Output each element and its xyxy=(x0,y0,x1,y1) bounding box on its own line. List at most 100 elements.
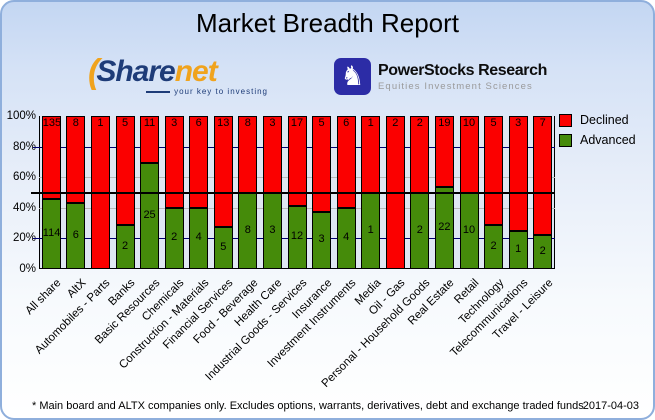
bar-value-declined: 6 xyxy=(343,117,350,129)
bar-Financial Services: 13 5 xyxy=(213,116,233,269)
bar-segment-advanced: 4 xyxy=(336,207,356,269)
bar-segment-advanced: 2 xyxy=(533,235,553,269)
bar-value-advanced: 4 xyxy=(343,231,350,244)
footer-note: * Main board and ALTX companies only. Ex… xyxy=(32,400,584,412)
bar-value-declined: 8 xyxy=(244,117,251,129)
bar-value-advanced: 2 xyxy=(121,240,129,253)
bar-Basic Resources: 11 25 xyxy=(140,116,160,269)
bar-value-declined: 7 xyxy=(539,117,546,129)
bar-value-advanced: 2 xyxy=(539,244,546,257)
bar-value-declined: 17 xyxy=(290,117,304,129)
bar-segment-declined: 5 xyxy=(115,116,135,226)
bar-Industrial Goods - Services: 17 12 xyxy=(287,116,307,269)
bar-segment-advanced: 10 xyxy=(459,192,479,269)
bar-value-declined: 5 xyxy=(318,117,325,129)
bar-All share: 135 114 xyxy=(41,116,62,269)
bar-segment-advanced: 22 xyxy=(434,186,454,269)
bar-segment-declined: 6 xyxy=(336,116,356,208)
bar-segment-declined: 8 xyxy=(66,116,86,204)
tagline-rule xyxy=(146,90,171,93)
bar-value-declined: 3 xyxy=(515,117,522,129)
legend-item-declined: Declined xyxy=(559,113,636,127)
y-axis-label: 40% xyxy=(12,201,36,214)
bar-segment-advanced: 2 xyxy=(410,192,430,269)
bar-value-declined: 1 xyxy=(367,117,374,129)
bar-segment-declined: 6 xyxy=(189,116,209,208)
legend-swatch-advanced xyxy=(559,133,572,147)
bar-value-advanced: 5 xyxy=(220,240,227,253)
bar-value-declined: 5 xyxy=(490,117,497,129)
bar-Construction - Materials: 64 xyxy=(189,116,209,269)
bar-value-declined: 13 xyxy=(217,117,230,129)
bar-segment-advanced: 2 xyxy=(164,207,184,269)
bar-value-advanced: 3 xyxy=(318,233,325,246)
bar-segment-declined: 19 xyxy=(434,116,454,187)
bar-segment-declined: 3 xyxy=(508,116,528,231)
bar-segment-declined: 1 xyxy=(361,116,381,193)
powerstocks-name: PowerStocks Research xyxy=(378,61,547,79)
bar-value-declined: 1 xyxy=(97,117,104,129)
bar-segment-declined: 7 xyxy=(533,116,553,235)
bar-segment-declined: 8 xyxy=(238,116,258,193)
powerstocks-tagline: Equities Investment Sciences xyxy=(378,80,533,92)
chess-knight-icon: ♞ xyxy=(340,61,365,91)
bar-segment-advanced: 1 xyxy=(508,230,528,269)
bar-value-advanced: 2 xyxy=(490,240,497,253)
bar-segment-advanced: 2 xyxy=(484,225,504,269)
bar-value-declined: 8 xyxy=(72,117,79,129)
bar-segment-declined: 13 xyxy=(213,116,233,227)
sharenet-swoosh-icon: ( xyxy=(88,53,99,91)
powerstocks-text: PowerStocks Research Equities Investment… xyxy=(378,62,547,92)
y-axis-label: 100% xyxy=(6,110,36,122)
bar-value-advanced: 2 xyxy=(416,223,423,236)
bar-Food - Beverage: 88 xyxy=(238,116,258,269)
bar-Health Care: 33 xyxy=(262,116,282,269)
bar-value-declined: 19 xyxy=(438,117,451,129)
bar-segment-advanced: 12 xyxy=(287,205,307,269)
bar-segment-advanced: 3 xyxy=(312,211,332,269)
y-axis-label: 0% xyxy=(19,263,36,275)
bar-value-advanced: 25 xyxy=(143,208,156,221)
y-axis-label: 20% xyxy=(12,232,36,245)
bar-value-advanced: 1 xyxy=(515,242,522,255)
bar-value-advanced: 6 xyxy=(72,229,79,242)
sharenet-wordmark: (Sharenet xyxy=(88,53,218,91)
bar-segment-declined: 17 xyxy=(287,116,307,206)
bar-segment-advanced: 4 xyxy=(189,207,209,269)
bar-segment-declined: 135 xyxy=(41,116,62,199)
bar-value-advanced: 4 xyxy=(195,231,202,244)
bar-value-advanced: 10 xyxy=(462,223,476,236)
sharenet-tagline: your key to investing xyxy=(146,87,268,96)
bar-segment-advanced: 6 xyxy=(66,203,86,269)
bar-segment-advanced: 25 xyxy=(140,162,160,269)
bar-Real Estate: 19 22 xyxy=(434,116,454,269)
bar-segment-declined: 5 xyxy=(312,116,332,212)
bar-value-declined: 11 xyxy=(143,117,156,129)
bar-segment-declined: 10 xyxy=(459,116,479,193)
bar-segment-advanced: 5 xyxy=(213,226,233,269)
bar-value-advanced: 8 xyxy=(244,223,251,236)
bar-segment-advanced: 8 xyxy=(238,192,258,269)
bar-segment-declined: 5 xyxy=(484,116,504,226)
legend-item-advanced: Advanced xyxy=(559,133,636,147)
y-axis-label: 60% xyxy=(12,171,36,184)
reference-line-50pct xyxy=(31,191,555,194)
bar-value-advanced: 2 xyxy=(171,231,178,244)
bar-value-declined: 10 xyxy=(462,117,476,129)
bar-value-declined: 135 xyxy=(42,117,62,129)
bar-value-declined: 3 xyxy=(269,117,276,129)
bar-segment-declined: 11 xyxy=(140,116,160,163)
bar-segment-declined: 2 xyxy=(410,116,430,193)
bar-value-declined: 5 xyxy=(121,117,129,129)
powerstocks-logo: ♞ PowerStocks Research Equities Investme… xyxy=(334,58,547,95)
bar-value-declined: 3 xyxy=(171,117,178,129)
bar-value-advanced: 3 xyxy=(269,223,276,236)
page-title: Market Breadth Report xyxy=(195,8,459,38)
